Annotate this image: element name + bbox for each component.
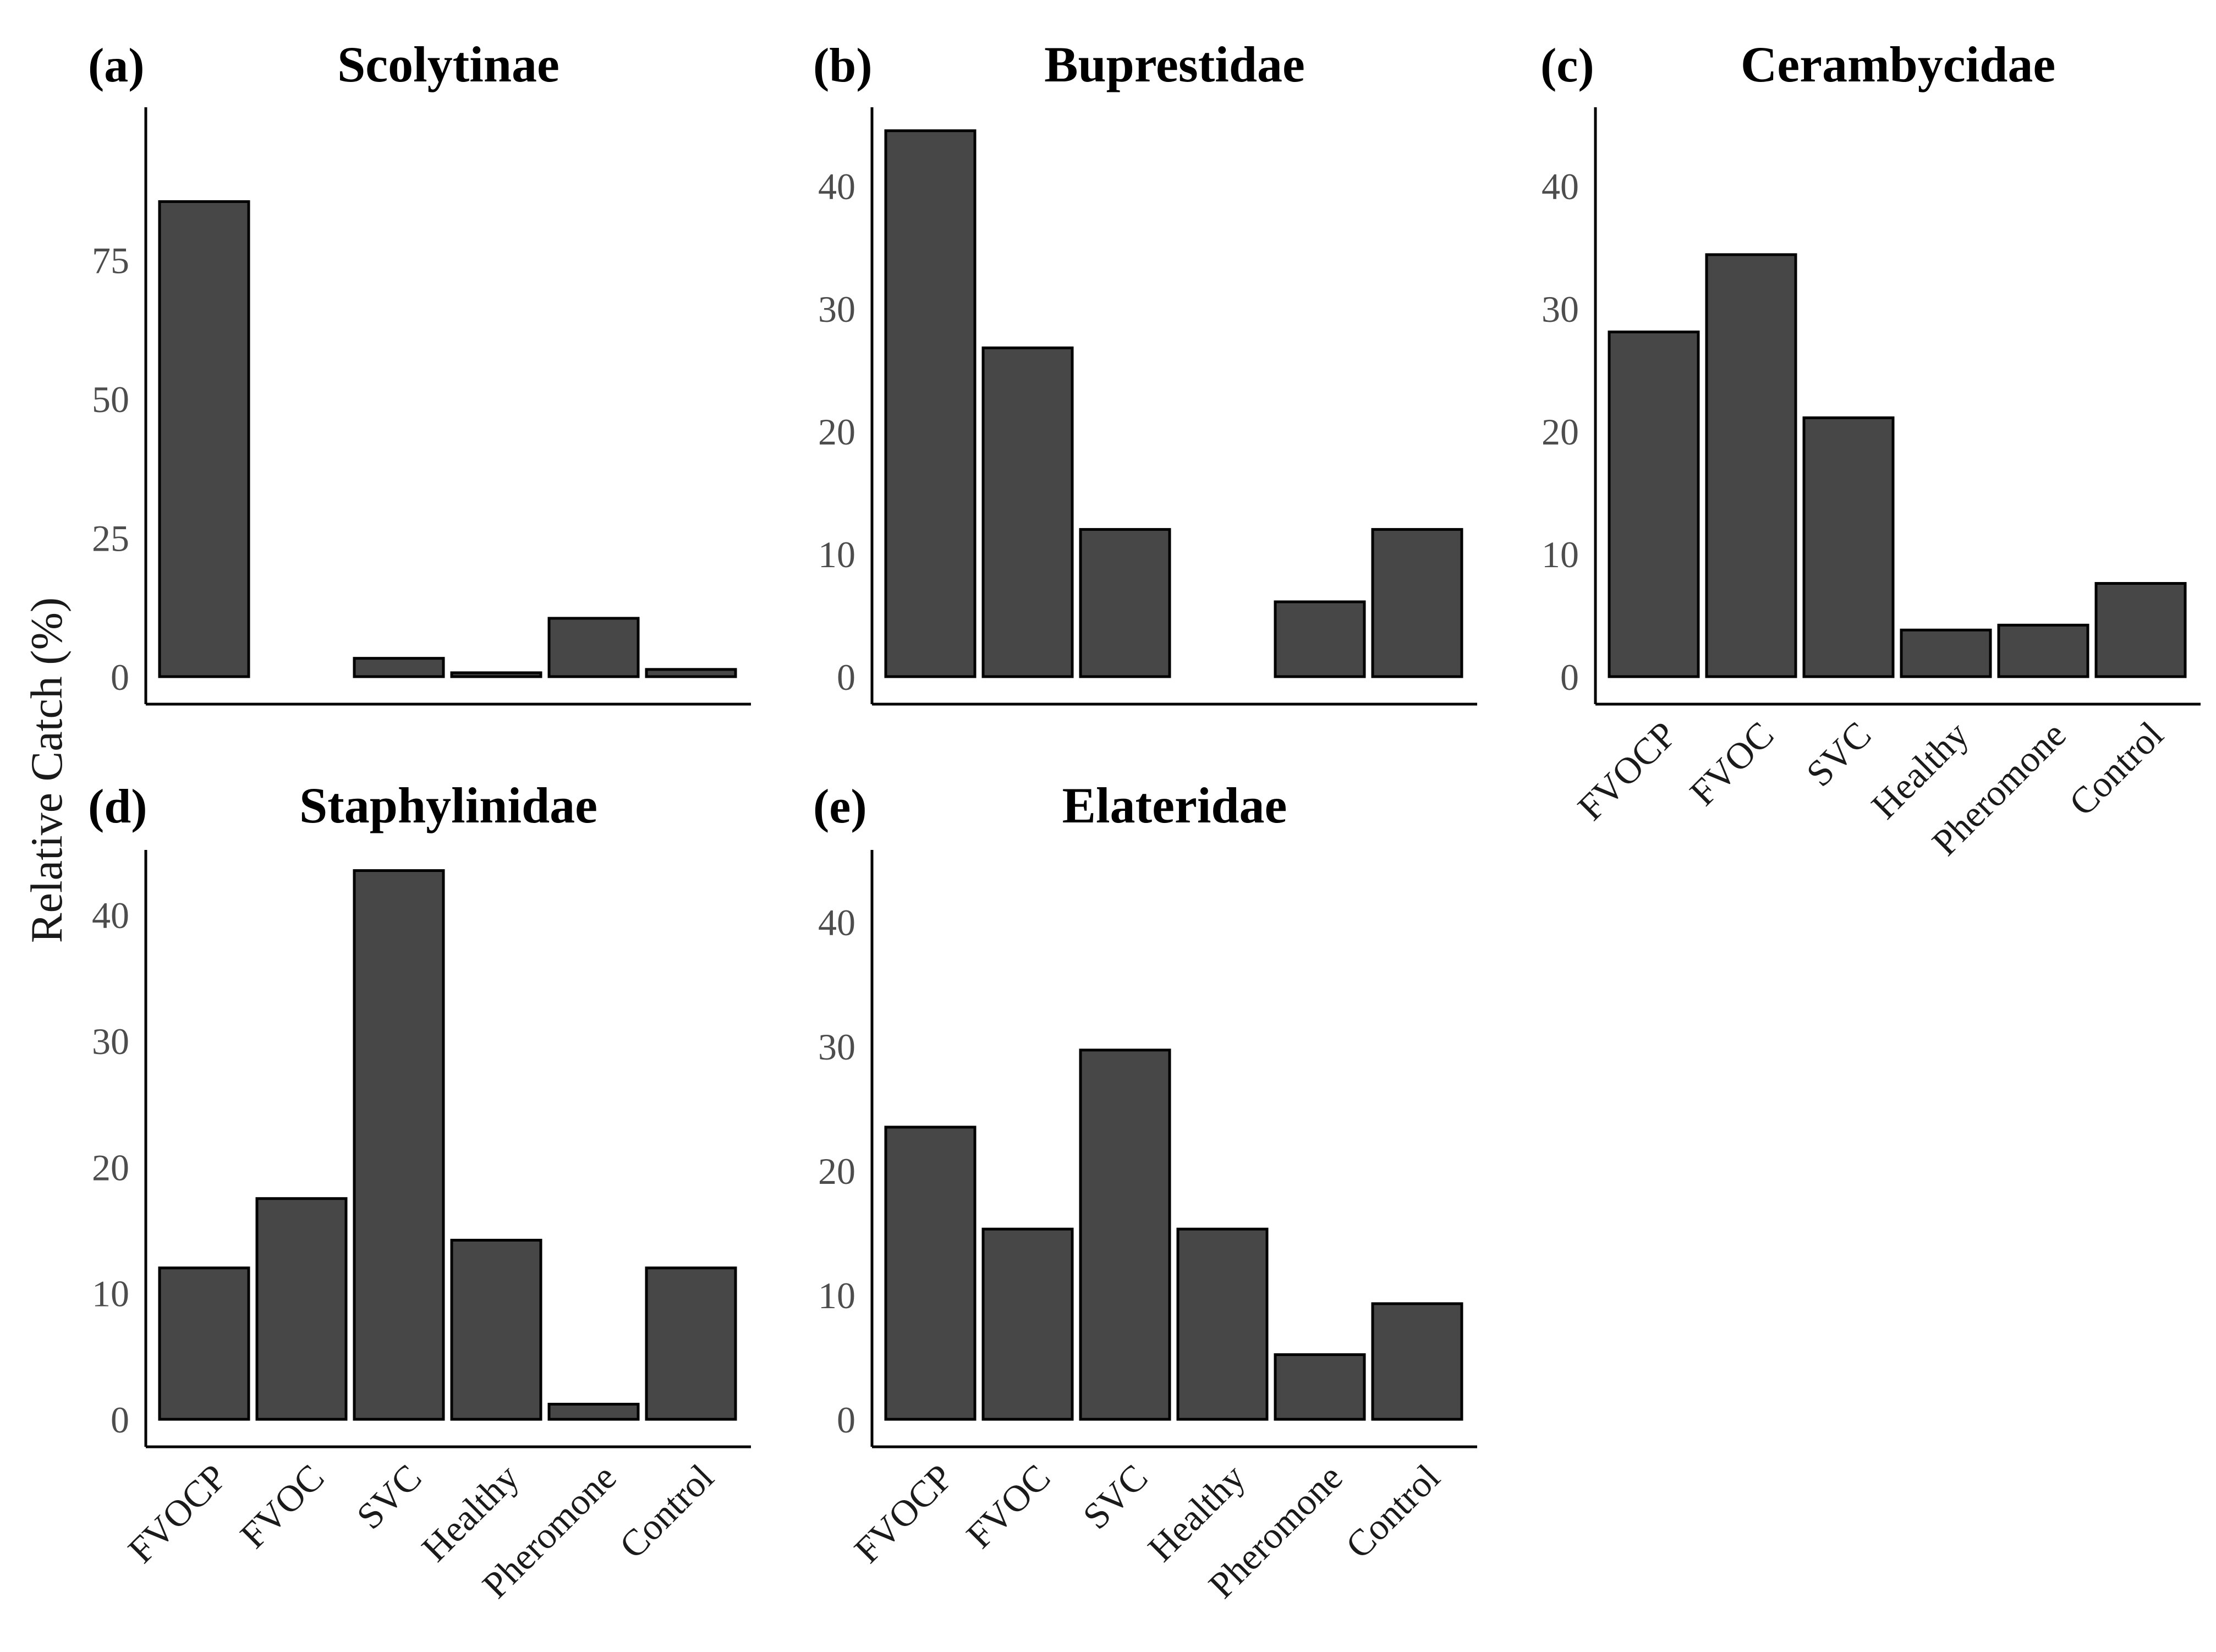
- y-tick-label: 75: [92, 240, 129, 282]
- bar-control: [645, 1266, 737, 1421]
- y-tick-label: 10: [818, 1275, 855, 1316]
- x-category-label: SVC: [1798, 714, 1879, 794]
- y-tick-label: 0: [111, 656, 129, 698]
- x-category-label: FVOCP: [1570, 714, 1685, 828]
- bar-fvocp: [1608, 330, 1700, 678]
- bar-fvocp: [158, 200, 250, 678]
- y-tick-label: 40: [1542, 166, 1579, 207]
- y-tick-label: 0: [837, 1399, 855, 1441]
- panel-title: Scolytinae: [337, 36, 560, 92]
- y-tick-label: 30: [818, 1026, 855, 1068]
- y-tick-label: 20: [92, 1146, 129, 1188]
- x-category-label: FVOCP: [120, 1456, 235, 1571]
- bar-healthy: [450, 671, 542, 678]
- panel-title: Buprestidae: [1044, 36, 1305, 92]
- bar-fvoc: [981, 1227, 1074, 1421]
- bar-healthy: [1176, 1227, 1269, 1421]
- panel-buprestidae: (b) Buprestidae 0 10 20 30 40: [813, 36, 1477, 706]
- x-category-label: Control: [611, 1456, 722, 1567]
- x-category-label: FVOC: [1682, 714, 1782, 814]
- y-tick-label: 0: [111, 1399, 129, 1441]
- bar-fvoc: [1705, 253, 1797, 678]
- y-tick-label: 10: [92, 1273, 129, 1315]
- y-tick-label: 40: [818, 902, 855, 943]
- bar-svc: [353, 657, 445, 678]
- bar-fvocp: [158, 1266, 250, 1421]
- bar-svc: [1802, 416, 1895, 678]
- bar-pheromone: [1274, 1353, 1366, 1421]
- y-tick-label: 0: [1560, 656, 1579, 698]
- panel-title: Cerambycidae: [1741, 36, 2055, 92]
- y-tick-label: 25: [92, 518, 129, 559]
- bar-pheromone: [1997, 623, 2089, 678]
- x-category-label: SVC: [1074, 1456, 1155, 1537]
- bar-svc: [353, 869, 445, 1421]
- x-category-label: Control: [2061, 714, 2171, 824]
- panel-letter: (a): [88, 39, 145, 92]
- bar-fvocp: [884, 129, 977, 678]
- y-axis-label: Relative Catch (%): [21, 597, 72, 943]
- y-tick-label: 20: [1542, 411, 1579, 453]
- y-tick-label: 50: [92, 378, 129, 420]
- bar-fvoc: [255, 1197, 348, 1421]
- y-tick-label: 20: [818, 1150, 855, 1192]
- y-tick-label: 40: [818, 166, 855, 207]
- y-tick-label: 20: [818, 411, 855, 453]
- panel-scolytinae: (a) Scolytinae 0 25 50 75: [88, 36, 751, 706]
- panel-title: Elateridae: [1062, 777, 1287, 833]
- bar-healthy: [1900, 628, 1992, 678]
- y-tick-label: 30: [1542, 288, 1579, 330]
- panel-letter: (e): [813, 780, 867, 833]
- panel-letter: (d): [88, 780, 147, 833]
- y-tick-label: 30: [818, 288, 855, 330]
- y-tick-label: 10: [1542, 534, 1579, 575]
- y-tick-label: 0: [837, 656, 855, 698]
- bar-pheromone: [1274, 600, 1366, 678]
- x-category-label: FVOCP: [846, 1456, 961, 1571]
- y-tick-label: 40: [92, 894, 129, 936]
- x-category-label: SVC: [348, 1456, 429, 1537]
- y-tick-label: 10: [818, 534, 855, 575]
- panel-title: Staphylinidae: [299, 777, 597, 833]
- bar-control: [2094, 582, 2187, 678]
- bar-control: [1371, 528, 1463, 678]
- x-category-label: Control: [1337, 1456, 1448, 1567]
- bar-fvoc: [981, 346, 1074, 678]
- bar-control: [1371, 1302, 1463, 1421]
- y-tick-label: 30: [92, 1020, 129, 1062]
- bar-fvocp: [884, 1126, 977, 1421]
- bar-pheromone: [547, 1402, 640, 1421]
- bar-control: [645, 668, 737, 678]
- bar-pheromone: [547, 617, 640, 678]
- bar-svc: [1079, 1049, 1171, 1421]
- bar-healthy: [450, 1238, 542, 1421]
- bar-svc: [1079, 528, 1171, 678]
- panel-letter: (b): [813, 39, 873, 92]
- x-category-label: FVOC: [232, 1456, 332, 1556]
- panel-letter: (c): [1540, 39, 1594, 92]
- x-category-label: FVOC: [958, 1456, 1058, 1556]
